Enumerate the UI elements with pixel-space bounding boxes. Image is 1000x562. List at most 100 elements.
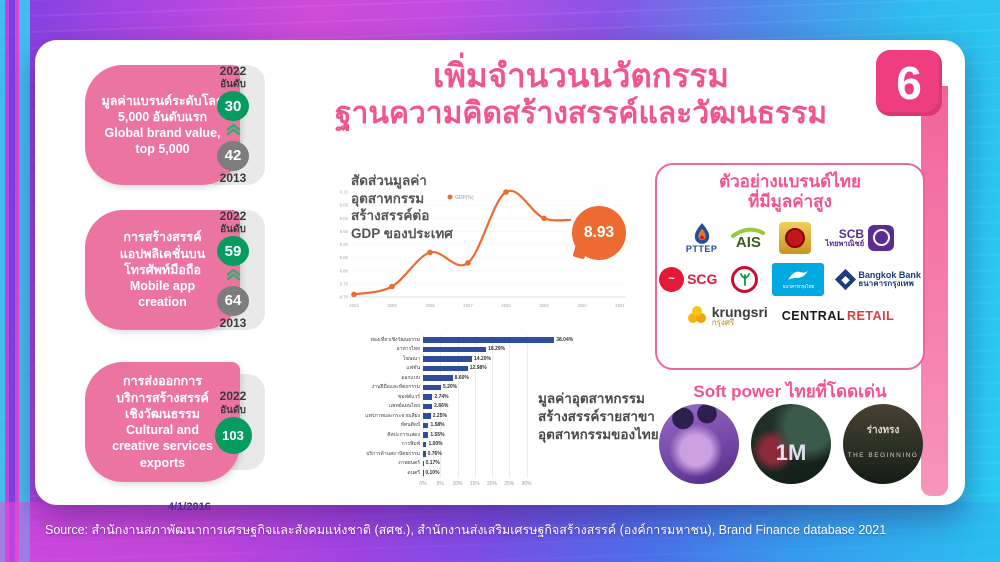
bangkok-bank-line2: ธนาคารกรุงเทพ <box>858 278 914 288</box>
krungsri-logo: krungsri กรุงศรี <box>686 305 768 327</box>
bar-value-label: 14.20% <box>473 355 491 362</box>
rank-card-text-line: creative services <box>112 439 213 454</box>
scg-elephant-icon: ~ <box>659 266 685 292</box>
bar-row: โฆษณา 14.20% <box>345 354 580 364</box>
chevron-up-icon <box>226 267 241 285</box>
bar-caption-line: อุตสาหกรรมของไทย <box>538 427 659 443</box>
bar-row: ภาพยนตร์ 0.17% <box>345 459 580 469</box>
bar-category-label: แฟชั่น <box>406 365 420 372</box>
rank-previous-circle: 64 <box>217 286 249 316</box>
bar-value-label: 38.04% <box>556 336 574 343</box>
gold-crest-brand-logo <box>779 221 812 254</box>
scg-label: SCG <box>687 271 718 288</box>
rank-column: 2022 อันดับ 30 42 2013 <box>203 64 263 185</box>
bar-row: การพิมพ์ 1.00% <box>345 440 580 450</box>
bar <box>423 384 441 390</box>
bar-category-label: ทัศนศิลป์ <box>400 422 420 429</box>
bar-row: แพทย์แผนไทย 2.66% <box>345 402 580 412</box>
bar <box>423 394 433 400</box>
rank-year-top: 2022 <box>219 209 247 223</box>
x-axis-tick-label: 30% <box>521 481 532 487</box>
brand-logo-row-2: ~ SCG ธนาคารกรุงไทย Bangkok Bank ธนาคารก… <box>657 262 923 296</box>
rank-year-bottom: 2013 <box>219 170 247 185</box>
x-axis-tick-label: 15% <box>469 481 480 487</box>
gdp-callout-bubble: 8.93 <box>572 206 626 260</box>
x-axis-tick-label: 5% <box>436 481 444 487</box>
krungsri-line1: krungsri <box>711 303 768 320</box>
data-point-marker <box>503 189 509 195</box>
bar <box>423 460 424 466</box>
bar-value-label: 2.66% <box>434 403 449 410</box>
gdp-title-line: อุตสาหกรรม <box>351 190 425 206</box>
slide-number-badge: 6 <box>876 50 942 116</box>
bottom-gradient-band <box>0 502 1000 562</box>
x-tick-label: 2554 <box>349 303 359 308</box>
x-tick-label: 2559 <box>539 303 549 308</box>
bar-gridline <box>457 335 459 478</box>
bar-gridline <box>526 335 528 478</box>
bar <box>423 441 427 447</box>
bar-value-label: 1.55% <box>430 431 445 438</box>
central-label: CENTRAL <box>781 308 845 323</box>
bar-category-label: อาหารไทย <box>396 346 420 353</box>
legend-dot-icon <box>447 194 453 200</box>
bar-value-label: 0.76% <box>427 450 442 457</box>
industry-chart-caption: มูลค่าอุตสาหกรรม สร้างสรรค์รายสาขา อุตสาหก… <box>538 390 659 445</box>
y-tick-label: 9.00 <box>340 216 349 221</box>
rank-current-circle: 30 <box>217 91 249 121</box>
bar <box>423 365 468 371</box>
bar <box>423 356 472 362</box>
bar-row: ดนตรี 0.10% <box>345 468 580 478</box>
data-point-marker <box>541 215 547 222</box>
x-tick-label: 2560 <box>577 303 587 308</box>
x-axis-tick-label: 20% <box>486 481 498 487</box>
bar-category-label: ซอฟต์แวร์ <box>398 393 420 400</box>
brands-panel-title-line1: ตัวอย่างแบรนด์ไทย <box>719 172 861 191</box>
x-axis-tick-label: 25% <box>504 481 515 487</box>
bar-value-label: 5.20% <box>442 384 458 391</box>
scb-label-line2: ไทยพาณิชย์ <box>825 239 865 249</box>
bar-caption-line: มูลค่าอุตสาหกรรม <box>538 391 645 406</box>
slide-title: เพิ่มจำนวนนวัตกรรม ฐานความคิดสร้างสรรค์แ… <box>288 56 874 133</box>
bar-category-label: แพร่ภาพและกระจายเสียง <box>365 412 420 419</box>
krungsri-label: krungsri กรุงศรี <box>712 305 768 327</box>
scb-label: SCB ไทยพาณิชย์ <box>825 228 864 248</box>
bar <box>423 451 426 457</box>
rank-card-text-line: เชิงวัฒนธรรม <box>124 406 200 421</box>
ais-logo: AIS <box>731 225 766 250</box>
brands-panel-title: ตัวอย่างแบรนด์ไทย ที่มีมูลค่าสูง <box>657 172 923 213</box>
x-tick-label: 2555 <box>387 303 397 308</box>
bar-category-label: ท่องเที่ยวเชิงวัฒนธรรม <box>370 336 421 343</box>
rank-card: การสร้างสรรค์ แอปพลิเคชั่นบน โทรศัพท์มือถื… <box>85 209 265 330</box>
bar-gridline <box>509 335 511 478</box>
gdp-title-line: สัดส่วนมูลค่า <box>351 173 427 188</box>
rank-word: อันดับ <box>220 79 246 91</box>
rank-card-text-line: การส่งออกการ <box>123 374 202 389</box>
data-point-marker <box>389 283 395 290</box>
lotus-diamond-icon <box>835 268 857 290</box>
thai-brands-panel: ตัวอย่างแบรนด์ไทย ที่มีมูลค่าสูง PTTEP A… <box>655 163 925 370</box>
bar-category-label: บริการด้านสถาปัตยกรรม <box>366 450 420 457</box>
gdp-chart-title: สัดส่วนมูลค่า อุตสาหกรรม สร้างสรรค์ต่อ GDP … <box>351 172 469 242</box>
movie-title-thai: ร่างทรง <box>866 425 900 436</box>
bar-row: แพร่ภาพและกระจายเสียง 2.25% <box>345 411 580 421</box>
bar-row: แฟชั่น 12.98% <box>345 364 580 374</box>
rank-current-circle: 59 <box>217 236 249 266</box>
legend-label: GDP(%) <box>455 195 474 201</box>
krungsri-line2: กรุงศรี <box>711 317 735 327</box>
x-axis-tick-label: 10% <box>452 481 463 487</box>
rank-card-text-line: exports <box>139 455 186 470</box>
krungthai-logo: ธนาคารกรุงไทย <box>772 262 825 296</box>
rank-column: 2022 อันดับ 103 <box>203 362 263 482</box>
bar <box>423 337 555 343</box>
bar-category-label: ศิลปะการแสดง <box>387 431 420 438</box>
krungthai-label: ธนาคารกรุงไทย <box>782 284 815 290</box>
rank-card-text-line: top 5,000 <box>135 142 190 157</box>
bar-category-label: ภาพยนตร์ <box>398 460 420 467</box>
x-tick-label: 2556 <box>425 303 435 308</box>
rank-year-bottom: 2013 <box>219 315 247 330</box>
scg-logo: ~ SCG <box>659 266 718 292</box>
pink-side-ribbon <box>921 86 948 496</box>
rank-year-top: 2022 <box>219 389 247 404</box>
bar-row: ศิลปะการแสดง 1.55% <box>345 430 580 440</box>
